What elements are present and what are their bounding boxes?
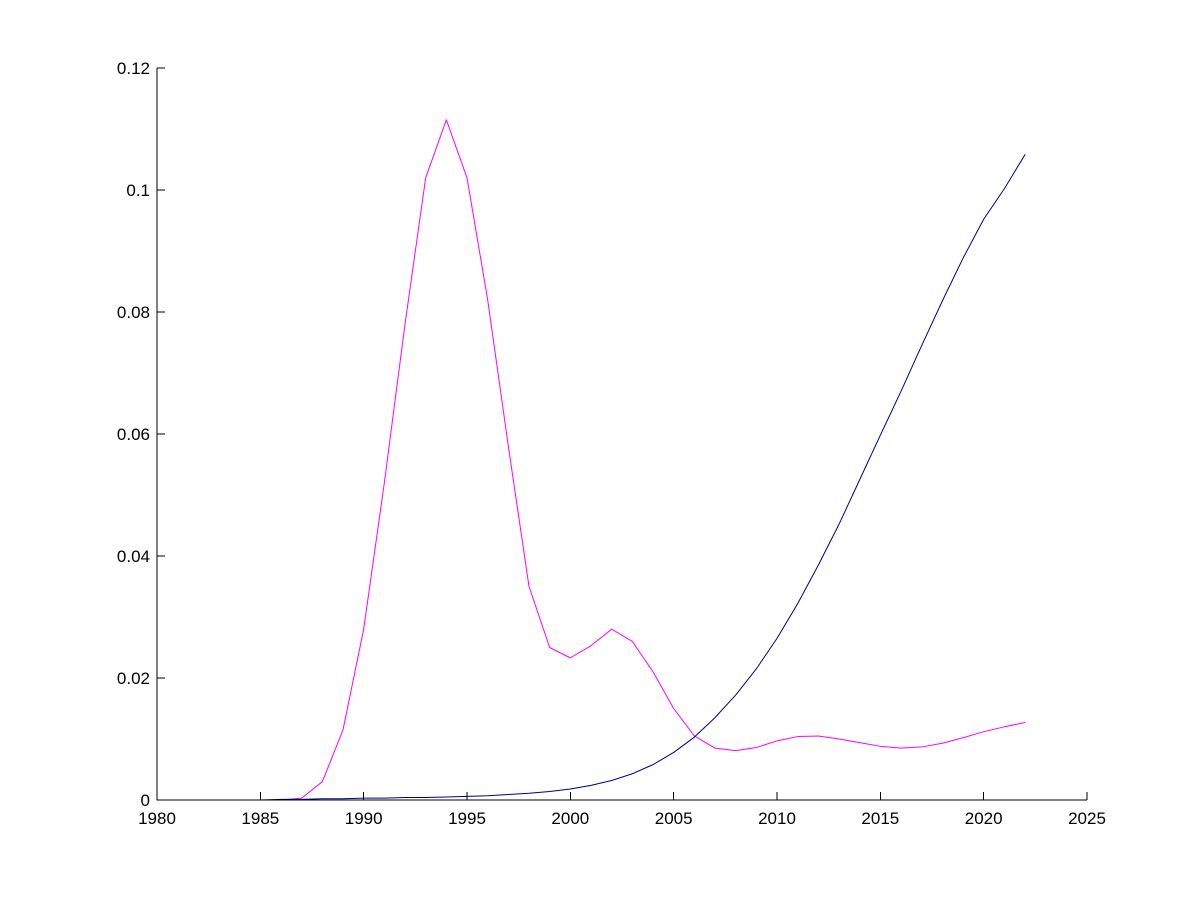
x-tick-label: 2000	[551, 809, 589, 828]
series-line-2	[156, 154, 1026, 801]
y-ticks: 0 0.02 0.04 0.06 0.08 0.1 0.12	[117, 59, 165, 810]
x-tick-label: 2015	[861, 809, 899, 828]
x-tick-label: 1995	[448, 809, 486, 828]
y-tick-label: 0.06	[117, 425, 150, 444]
y-tick-label: 0.04	[117, 547, 150, 566]
y-tick-label: 0.08	[117, 303, 150, 322]
series-layer	[156, 119, 1026, 801]
x-tick-label: 1980	[138, 809, 176, 828]
x-tick-label: 1990	[345, 809, 383, 828]
y-tick-label: 0	[141, 791, 150, 810]
y-tick-label: 0.02	[117, 669, 150, 688]
x-tick-label: 2005	[655, 809, 693, 828]
x-tick-label: 2025	[1068, 809, 1106, 828]
x-tick-label: 2010	[758, 809, 796, 828]
y-tick-label: 0.1	[126, 181, 150, 200]
x-ticks: 1980 1985 1990 1995 2000 2005 2010 2015 2020 2025	[138, 792, 1106, 828]
series-line-1	[156, 119, 1026, 801]
x-tick-label: 1985	[241, 809, 279, 828]
y-tick-label: 0.12	[117, 59, 150, 78]
x-tick-label: 2020	[965, 809, 1003, 828]
